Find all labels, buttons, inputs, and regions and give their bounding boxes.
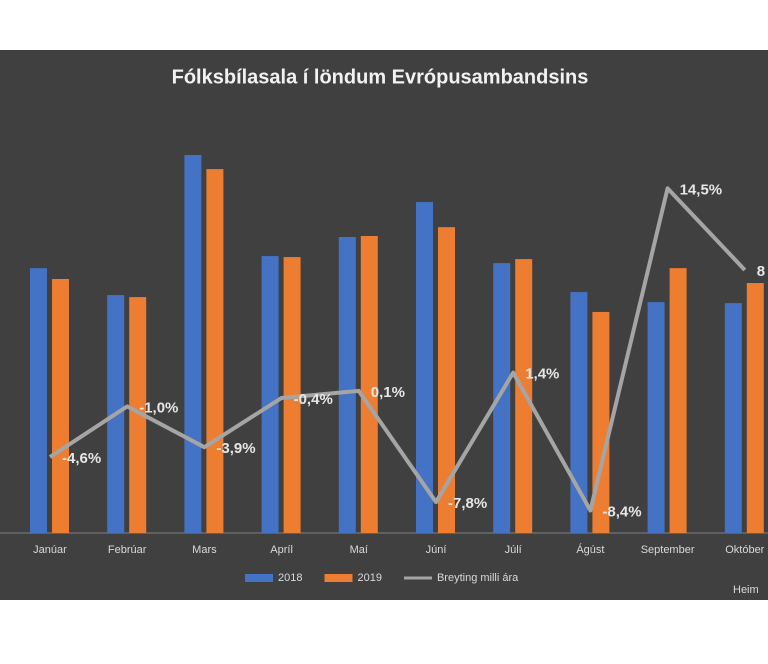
bar — [669, 268, 687, 533]
x-tick-label: Mars — [192, 544, 217, 556]
chart-background — [0, 50, 768, 600]
data-label: -7,8% — [448, 495, 487, 512]
legend-label: 2018 — [278, 572, 302, 584]
bar — [647, 302, 665, 533]
x-tick-label: Apríl — [270, 544, 293, 556]
plot-area: Janúar Febrúar Mars Apríl Maí Júní Júlí Ágúst Se… — [0, 155, 768, 556]
bar — [52, 278, 69, 533]
chart-title: Fólksbílasala í löndum Evrópusambandsins — [172, 66, 589, 88]
bar — [724, 303, 742, 533]
bar — [570, 292, 588, 533]
x-tick-label: Febrúar — [108, 544, 147, 556]
bar — [261, 256, 279, 533]
x-tick-label: September — [641, 544, 695, 556]
data-label: -8,4% — [602, 503, 641, 520]
bar — [129, 297, 147, 533]
data-label: -1,0% — [139, 399, 178, 416]
x-tick-label: Júlí — [505, 544, 522, 556]
line — [48, 186, 747, 513]
x-tick-label: Maí — [350, 544, 368, 556]
bar — [493, 263, 511, 533]
data-label: 1,4% — [525, 366, 559, 383]
source: Heim — [733, 584, 759, 596]
bar — [746, 283, 764, 533]
data-label: 8 — [757, 263, 765, 280]
legend-swatch — [324, 574, 353, 582]
bar — [360, 235, 378, 534]
data-label: -0,4% — [294, 391, 333, 408]
data-label: 14,5% — [680, 181, 723, 198]
bar — [438, 227, 455, 533]
bar — [338, 236, 356, 534]
bar — [184, 155, 202, 533]
bar — [416, 202, 433, 533]
x-tick-label: Júní — [426, 544, 447, 556]
x-tick-label: Október — [725, 544, 764, 556]
x-tick-label: Janúar — [33, 544, 67, 556]
legend-label: 2019 — [357, 572, 381, 584]
data-label: 0,1% — [371, 384, 405, 401]
bar — [30, 268, 47, 533]
legend-label: Breyting milli ára — [437, 572, 519, 584]
data-label: -4,6% — [62, 450, 101, 467]
bar — [206, 169, 224, 533]
data-label: -3,9% — [216, 440, 255, 457]
x-tick-label: Ágúst — [576, 543, 604, 556]
bar — [515, 259, 533, 533]
legend-swatch — [245, 574, 273, 582]
